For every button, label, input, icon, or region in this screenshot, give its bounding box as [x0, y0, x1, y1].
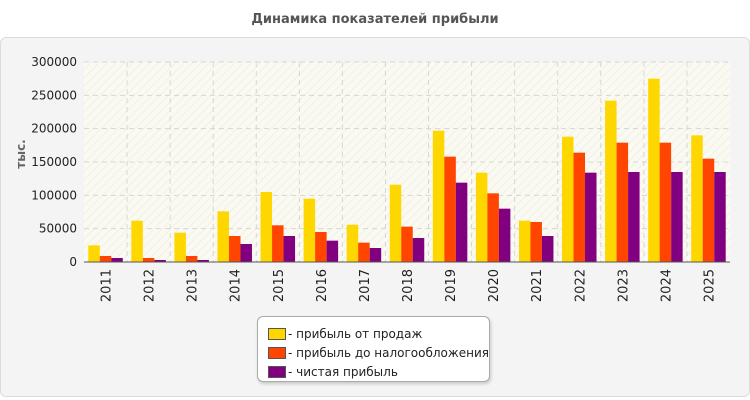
bar-2021-series-1 — [518, 220, 531, 262]
legend-label-sales-profit: - прибыль от продаж — [288, 326, 423, 341]
y-tick-label: 200000 — [31, 122, 77, 136]
legend-swatch-pretax-profit — [268, 346, 286, 359]
y-tick-labels: 0 50000 100000 150000 200000 250000 300000 — [31, 55, 77, 269]
bar-2016-series-1 — [303, 198, 316, 262]
y-tick-label: 100000 — [31, 188, 77, 202]
bar-2013-series-1 — [174, 232, 186, 262]
bar-2014-series-2 — [228, 236, 241, 262]
bar-2019-series-3 — [455, 182, 468, 262]
legend-item-pretax-profit: - прибыль до налогообложения — [258, 343, 489, 362]
bar-2012-series-1 — [131, 220, 143, 262]
x-tick-label: 2017 — [358, 269, 373, 302]
bar-2024-series-1 — [648, 78, 660, 263]
bar-2018-series-1 — [389, 184, 402, 262]
y-tick-label: 250000 — [31, 88, 77, 102]
bar-2023-series-3 — [628, 172, 640, 262]
bar-2016-series-3 — [326, 240, 339, 262]
bar-2011-series-3 — [111, 258, 123, 262]
y-tick-label: 300000 — [31, 55, 77, 69]
bar-2012-series-2 — [142, 258, 155, 262]
bar-2017-series-2 — [358, 242, 370, 262]
bar-2022-series-1 — [562, 136, 574, 262]
bar-2023-series-2 — [616, 142, 629, 262]
legend-swatch-sales-profit — [268, 327, 286, 340]
x-tick-label: 2023 — [616, 269, 631, 302]
bar-2021-series-2 — [530, 222, 542, 262]
bar-2019-series-2 — [444, 156, 456, 262]
y-tick-label: 150000 — [31, 155, 77, 169]
legend-item-net-profit: - чистая прибыль — [258, 362, 489, 381]
bar-2025-series-3 — [714, 172, 726, 262]
x-tick-label: 2013 — [186, 269, 201, 302]
bar-2013-series-2 — [185, 256, 198, 262]
x-tick-label: 2025 — [702, 269, 717, 302]
bar-2015-series-1 — [260, 192, 273, 262]
legend-item-sales-profit: - прибыль от продаж — [258, 324, 489, 343]
bar-2011-series-2 — [99, 256, 112, 262]
bar-2023-series-1 — [605, 100, 617, 263]
x-tick-label: 2019 — [444, 269, 459, 302]
bar-2025-series-1 — [691, 135, 703, 262]
legend-label-net-profit: - чистая прибыль — [288, 364, 398, 379]
bar-2017-series-3 — [369, 248, 382, 262]
bar-2022-series-2 — [573, 152, 586, 262]
bar-2012-series-3 — [154, 260, 166, 262]
bar-2021-series-3 — [541, 236, 554, 262]
bar-2017-series-1 — [346, 224, 359, 262]
legend-label-pretax-profit: - прибыль до налогообложения — [288, 345, 489, 360]
bar-2019-series-1 — [432, 130, 445, 262]
y-axis-label: тыс. — [14, 139, 28, 168]
bar-2014-series-1 — [217, 211, 229, 262]
bar-2020-series-3 — [498, 208, 511, 262]
y-tick-label: 50000 — [39, 222, 77, 236]
legend-swatch-net-profit — [268, 365, 286, 378]
bars — [88, 78, 726, 263]
bar-2014-series-3 — [240, 244, 252, 262]
x-tick-labels: 2011 2012 2013 2014 2015 2016 2017 2018 2019 2020… — [100, 269, 718, 302]
bar-2015-series-3 — [283, 236, 296, 262]
x-tick-label: 2024 — [659, 269, 674, 302]
bar-2018-series-3 — [412, 238, 425, 262]
chart-title: Динамика показателей прибыли — [251, 12, 499, 27]
legend: - прибыль от продаж - прибыль до налогоо… — [257, 316, 490, 382]
bar-2024-series-2 — [659, 142, 672, 262]
bar-2020-series-1 — [475, 172, 488, 262]
bar-2015-series-2 — [272, 225, 284, 262]
bar-2022-series-3 — [585, 172, 597, 262]
x-tick-label: 2021 — [530, 269, 545, 302]
x-tick-label: 2018 — [401, 269, 416, 302]
bar-2013-series-3 — [197, 260, 209, 262]
x-tick-label: 2022 — [573, 269, 588, 302]
bar-2018-series-2 — [401, 226, 413, 262]
x-tick-label: 2014 — [229, 269, 244, 302]
x-tick-label: 2012 — [143, 269, 158, 302]
x-tick-label: 2016 — [315, 269, 330, 302]
grid-lines — [84, 61, 730, 262]
bar-2025-series-2 — [702, 158, 715, 262]
bar-2011-series-1 — [88, 245, 100, 262]
x-tick-label: 2020 — [487, 269, 502, 302]
bar-2020-series-2 — [487, 193, 499, 262]
bar-2016-series-2 — [315, 232, 327, 262]
x-tick-label: 2011 — [100, 269, 115, 302]
x-tick-label: 2015 — [272, 269, 287, 302]
bar-2024-series-3 — [671, 172, 683, 262]
y-tick-label: 0 — [69, 255, 77, 269]
